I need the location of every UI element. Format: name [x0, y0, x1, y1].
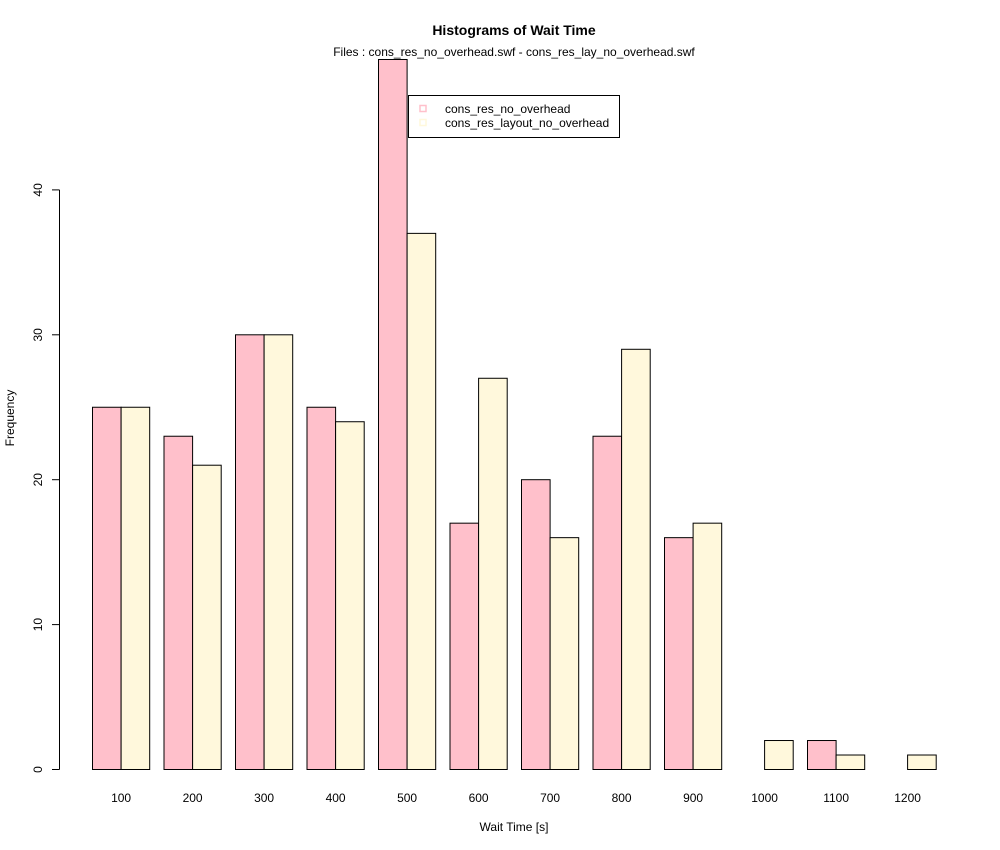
bar-series2: [764, 740, 794, 771]
y-tick-label: 0: [31, 766, 45, 773]
bar-series2: [120, 406, 151, 770]
y-axis: 0 10 20 30 40: [31, 183, 60, 773]
bar-series2: [621, 348, 651, 770]
bar-series1: [306, 406, 337, 770]
bar-series2: [835, 754, 866, 771]
legend-swatch: [419, 118, 427, 127]
bar-series2: [907, 754, 937, 771]
legend-label: cons_res_layout_no_overhead: [445, 116, 609, 130]
bar-series1: [664, 537, 694, 770]
x-tick-label: 1000: [751, 791, 778, 805]
x-tick-label: 1200: [894, 791, 921, 805]
bar-series2: [692, 522, 723, 770]
legend: cons_res_no_overheadcons_res_layout_no_o…: [408, 95, 620, 138]
x-tick-label: 1100: [823, 791, 849, 805]
bar-series1: [92, 406, 122, 770]
legend-swatch: [419, 104, 427, 113]
x-tick-label: 400: [326, 791, 346, 805]
bar-series1: [592, 435, 623, 770]
bar-series2: [406, 232, 437, 770]
y-tick-label: 20: [31, 473, 45, 487]
x-tick-label: 800: [612, 791, 632, 805]
bar-series2: [263, 334, 294, 770]
x-tick-label: 200: [183, 791, 203, 805]
x-axis-tick-labels: 100 200 300 400 500 600 700 800 900 1000 1100 1200: [111, 791, 921, 805]
bar-series1: [521, 479, 551, 770]
x-tick-label: 500: [397, 791, 417, 805]
x-axis-label: Wait Time [s]: [480, 820, 549, 834]
legend-label: cons_res_no_overhead: [445, 102, 570, 116]
bar-series2: [335, 421, 365, 770]
x-tick-label: 600: [469, 791, 489, 805]
y-tick-label: 10: [31, 618, 45, 632]
bar-series2: [549, 537, 580, 770]
bar-series1: [235, 334, 265, 770]
x-tick-label: 300: [254, 791, 274, 805]
bar-series2: [192, 464, 222, 770]
bar-series1: [378, 58, 408, 771]
bar-series1: [449, 522, 480, 770]
chart-title: Histograms of Wait Time: [432, 22, 596, 38]
bar-series2: [478, 377, 508, 770]
chart-subtitle: Files : cons_res_no_overhead.swf - cons_…: [333, 45, 695, 59]
bar-series1: [807, 740, 837, 771]
y-axis-label: Frequency: [3, 390, 17, 447]
bar-series1: [163, 435, 194, 770]
x-tick-label: 900: [683, 791, 703, 805]
y-tick-label: 30: [31, 328, 45, 342]
x-tick-label: 100: [111, 791, 131, 805]
y-tick-label: 40: [31, 183, 45, 197]
x-tick-label: 700: [540, 791, 560, 805]
legend-box: [408, 95, 620, 138]
bars: [92, 58, 937, 771]
